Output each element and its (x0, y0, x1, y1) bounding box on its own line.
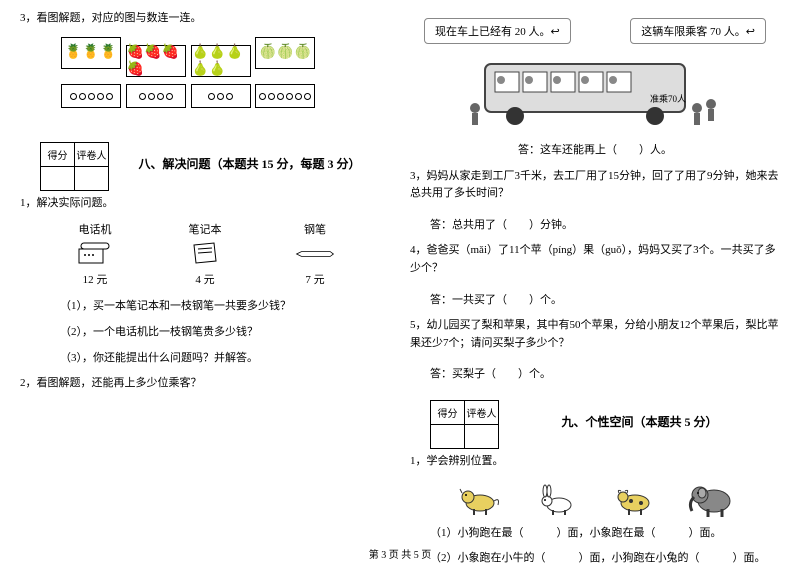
elephant-icon (686, 479, 736, 519)
page-footer: 第 3 页 共 5 页 (0, 546, 800, 561)
q8-2: 2，看图解题，还能再上多少位乘客？ (20, 375, 390, 393)
pen-label: 钢笔 (295, 221, 335, 237)
cow-icon (609, 479, 659, 519)
pineapple-icon: 🍍🍍🍍 (65, 44, 117, 61)
position-q1: （1）小狗跑在最（ ）面，小象跑在最（ ）面。 (430, 525, 780, 543)
melon-icon: 🍈🍈🍈 (259, 44, 311, 61)
fruit-row-top: 🍍🍍🍍 🍓🍓🍓🍓 🍐🍐🍐🍐🍐 🍈🍈🍈 (60, 36, 390, 79)
product-row: 电话机 12 元 笔记本 4 元 钢笔 7 元 (40, 221, 370, 287)
svg-text:准乘70人: 准乘70人 (650, 93, 686, 104)
speech-bubble-2: 这辆车限乘客 70 人。↩ (630, 18, 766, 44)
question-3-match: 3，看图解题，对应的图与数连一连。 (20, 10, 390, 28)
grader-header: 评卷人 (75, 143, 109, 167)
answer-5: 答：买梨子（ ）个。 (430, 366, 780, 384)
score-header-9: 得分 (431, 400, 465, 424)
section-8-title: 八、解决问题（本题共 15 分，每题 3 分） (109, 155, 390, 172)
rabbit-icon (531, 479, 581, 519)
q9-1: 1，学会辨别位置。 (410, 453, 780, 471)
notebook-label: 笔记本 (185, 221, 225, 237)
notebook-icon (185, 239, 225, 269)
grader-header-9: 评卷人 (465, 400, 499, 424)
q8-3: 3，妈妈从家走到工厂3千米，去工厂用了15分钟，回了了用了9分钟，她来去总共用了… (410, 168, 780, 203)
q8-5: 5，幼儿园买了梨和苹果，其中有50个苹果，分给小朋友12个苹果后，梨比苹果还少7… (410, 317, 780, 352)
speech-bubble-1: 现在车上已经有 20 人。↩ (424, 18, 571, 44)
pen-icon (295, 239, 335, 269)
bus-illustration: 准乘70人 (465, 52, 725, 132)
dog-icon (454, 479, 504, 519)
phone-label: 电话机 (75, 221, 115, 237)
q8-4: 4，爸爸买（mǎi）了11个苹（píng）果（guǒ），妈妈又买了3个。一共买了… (410, 242, 780, 277)
pen-price: 7 元 (295, 271, 335, 287)
section-9-title: 九、个性空间（本题共 5 分） (499, 413, 780, 430)
circle-row-bottom (60, 83, 390, 109)
animals-row (440, 479, 750, 519)
answer-4: 答：一共买了（ ）个。 (430, 292, 780, 310)
phone-icon (75, 239, 115, 269)
q8-1-1: （1），买一本笔记本和一枝钢笔一共要多少钱？ (60, 297, 390, 313)
q8-1: 1，解决实际问题。 (20, 195, 390, 213)
answer-3: 答：总共用了（ ）分钟。 (430, 217, 780, 235)
score-table-8: 得分评卷人 (40, 142, 109, 191)
score-header: 得分 (41, 143, 75, 167)
bus-scene: 现在车上已经有 20 人。↩ 这辆车限乘客 70 人。↩ 准乘70人 (420, 14, 770, 132)
notebook-price: 4 元 (185, 271, 225, 287)
answer-bus: 答：这车还能再上（ ）人。 (410, 142, 780, 160)
phone-price: 12 元 (75, 271, 115, 287)
q8-1-2: （2），一个电话机比一枝钢笔贵多少钱？ (60, 323, 390, 339)
pear-icon: 🍐🍐🍐🍐🍐 (192, 44, 250, 78)
score-table-9: 得分评卷人 (430, 400, 499, 449)
q8-1-3: （3），你还能提出什么问题吗？并解答。 (60, 349, 390, 365)
strawberry-icon: 🍓🍓🍓🍓 (127, 44, 185, 78)
